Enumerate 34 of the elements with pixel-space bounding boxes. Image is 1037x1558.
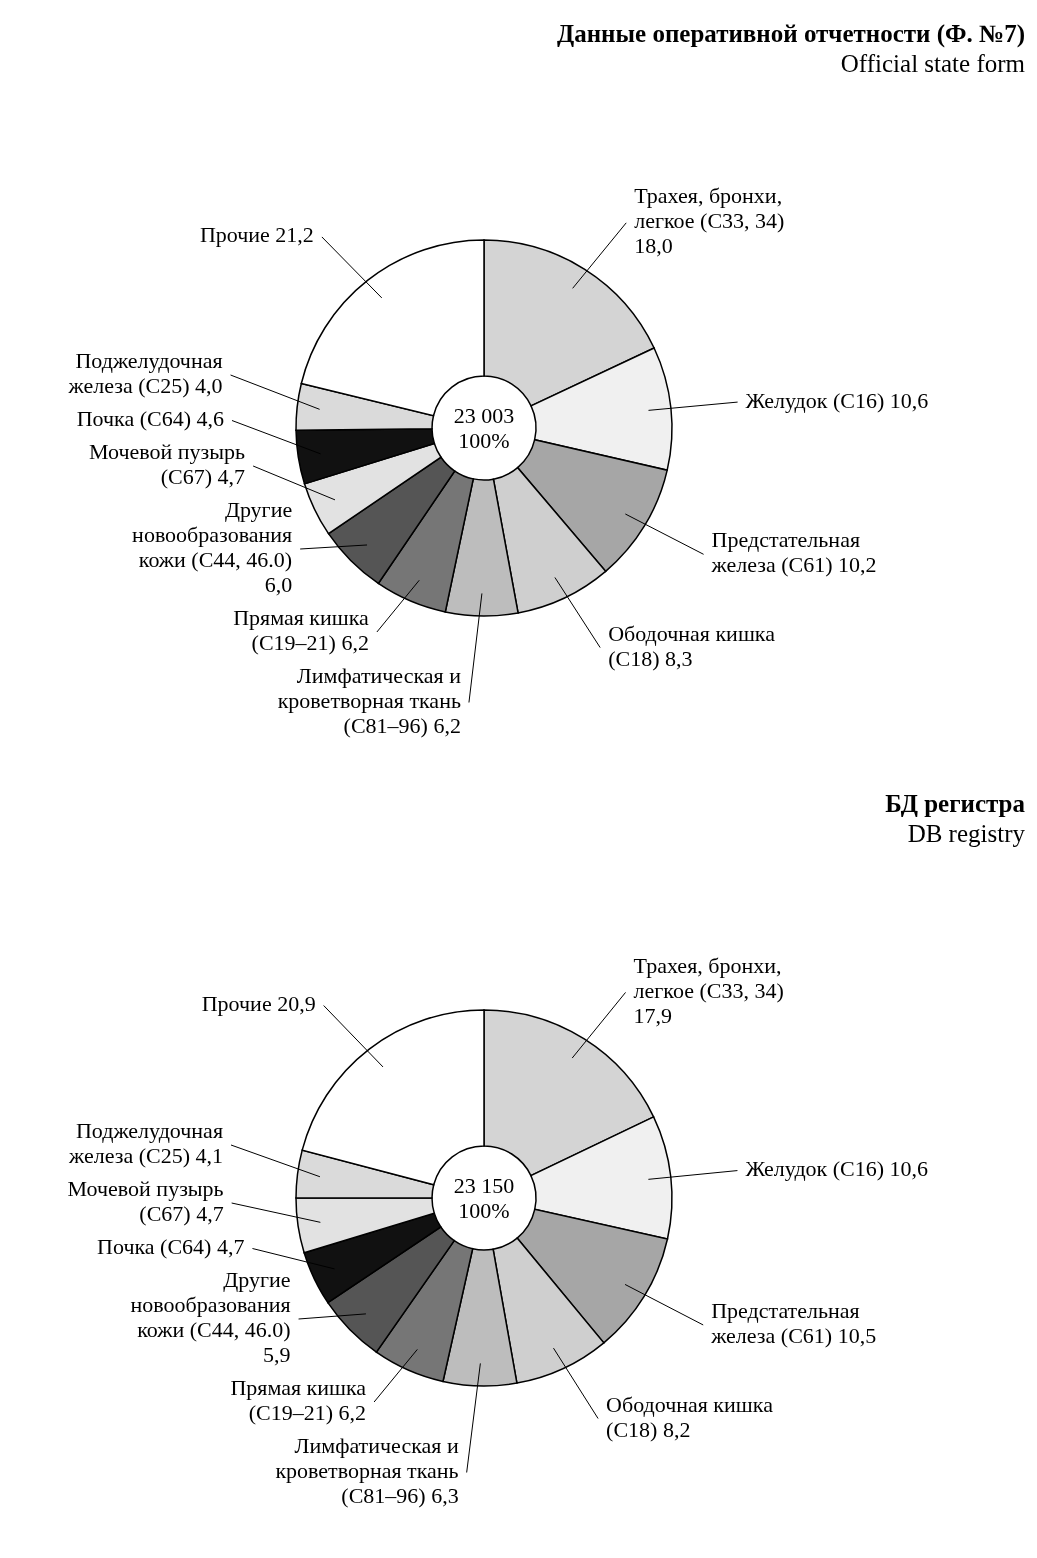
data-label: 5,9 [263, 1342, 291, 1367]
chart-title: Данные оперативной отчетности (Ф. №7) [557, 20, 1025, 48]
chart-subtitle: Official state form [840, 50, 1026, 77]
slice-label: Предстательная железа (С61) 10,5 [710, 1297, 877, 1348]
slice-label: Поджелудочная железа (С25) 4,1 [68, 1118, 224, 1168]
text: 100% [458, 427, 510, 453]
slice-label: Лимфатическая и кроветворная ткань (С81–96) 6,2 [277, 663, 462, 738]
slice-label: Желудок (С16) 10,6 [745, 387, 929, 413]
chart-title: БД регистра [885, 790, 1026, 817]
slice-label: Желудок (С16) 10,6 [745, 1156, 929, 1182]
slice-label: Поджелудочная железа (С25) 4,0 [67, 348, 223, 398]
slice-label: Мочевой пузырь (С67) 4,7 [67, 1176, 224, 1226]
data-label: 17,9 [633, 1002, 673, 1028]
slice-label: Трахея, бронхи, легкое (С33, 34) [633, 952, 784, 1003]
slice-label: Прочие 21,2 [199, 222, 314, 248]
text: 23 003 [453, 402, 515, 428]
slice-label: Лимфатическая и кроветворная ткань (С81–96) 6,3 [275, 1433, 459, 1508]
slice-label: Прямая кишка (С19–21) 6,2 [230, 1375, 367, 1425]
slice-label: Ободочная кишка (С18) 8,3 [608, 620, 776, 671]
slice-label: Прочие 20,9 [201, 991, 316, 1017]
slice-label: Мочевой пузырь (С67) 4,7 [89, 439, 246, 489]
slice-label: Почка (С64) 4,7 [97, 1234, 245, 1259]
slice-label: Прямая кишка (С19–21) 6,2 [233, 605, 370, 655]
slice-label: Почка (С64) 4,6 [76, 406, 224, 431]
slice-label: Ободочная кишка (С18) 8,2 [606, 1391, 774, 1442]
slice-label: Другие новообразования кожи (С44, 46.0) [132, 497, 293, 572]
data-label: 6,0 [264, 572, 293, 597]
chart-subtitle: DB registry [907, 820, 1026, 847]
text: 100% [458, 1197, 510, 1223]
slice-label: Трахея, бронхи, легкое (С33, 34) [634, 183, 785, 234]
data-label: 18,0 [634, 233, 673, 259]
slice-label: Другие новообразования кожи (С44, 46.0) [130, 1267, 291, 1342]
text: 23 150 [453, 1172, 515, 1198]
slice-label: Предстательная железа (С61) 10,2 [710, 527, 877, 578]
